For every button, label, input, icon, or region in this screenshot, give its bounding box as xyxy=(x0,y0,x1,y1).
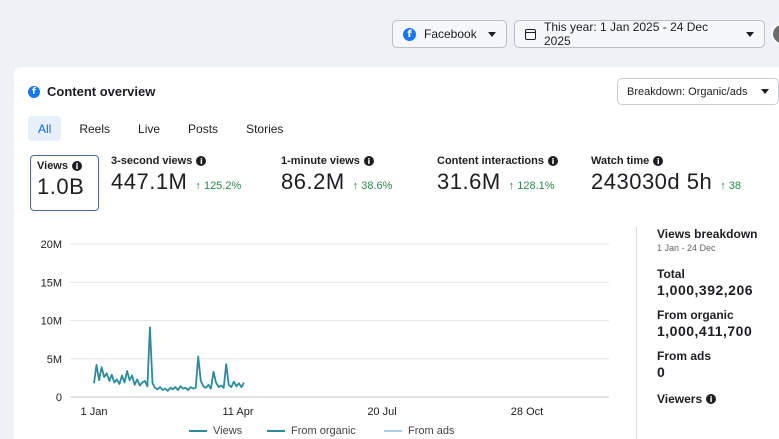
x-tick-label: 20 Jul xyxy=(367,406,396,418)
info-icon[interactable]: i xyxy=(363,156,374,166)
legend-item-organic[interactable]: From organic xyxy=(267,425,356,437)
metric-watch-delta: ↑ 38 xyxy=(720,180,742,192)
y-tick-label: 20M xyxy=(41,239,62,251)
metric-row: 31.6M ↑ 128.1% xyxy=(437,169,558,195)
metric-label: 1-minute views i xyxy=(281,155,392,167)
chevron-down-icon xyxy=(761,89,769,94)
metric-label: Views i xyxy=(37,160,92,172)
facebook-icon: f xyxy=(403,27,416,41)
metric-3s-delta: ↑ 125.2% xyxy=(195,180,242,192)
metric-views[interactable]: Views i 1.0B xyxy=(30,155,99,211)
breakdown-title: Views breakdown xyxy=(657,227,758,241)
legend-label: From ads xyxy=(408,425,455,437)
organic-label: From organic xyxy=(657,308,734,322)
metric-row: 1.0B xyxy=(37,174,92,200)
metric-views-value: 1.0B xyxy=(37,174,85,199)
metric-3-second-views[interactable]: 3-second views i 447.1M ↑ 125.2% xyxy=(111,155,241,195)
legend-swatch xyxy=(267,430,285,432)
metric-3s-label: 3-second views xyxy=(111,155,193,167)
top-bar: f Facebook This year: 1 Jan 2025 - 24 De… xyxy=(0,0,779,66)
content-tabs: All Reels Live Posts Stories xyxy=(28,116,301,141)
legend-item-ads[interactable]: From ads xyxy=(384,425,454,437)
y-tick-label: 5M xyxy=(47,354,62,366)
facebook-icon: f xyxy=(28,85,40,98)
chevron-down-icon xyxy=(488,31,496,37)
info-icon[interactable]: i xyxy=(706,394,717,404)
y-tick-label: 15M xyxy=(41,277,62,289)
metric-row: 243030d 5h ↑ 38 xyxy=(591,169,741,195)
ads-label: From ads xyxy=(657,349,712,363)
metric-watch-value: 243030d 5h xyxy=(591,169,713,194)
info-icon[interactable]: i xyxy=(547,156,558,166)
tab-all[interactable]: All xyxy=(28,116,62,141)
y-tick-label: 0 xyxy=(56,392,62,404)
tab-reels[interactable]: Reels xyxy=(79,121,111,136)
card-title: Content overview xyxy=(47,84,156,99)
metric-content-interactions[interactable]: Content interactions i 31.6M ↑ 128.1% xyxy=(437,155,558,195)
metric-interactions-label: Content interactions xyxy=(437,155,544,167)
metric-label: Watch time i xyxy=(591,155,741,167)
legend-swatch xyxy=(384,430,402,432)
metric-label: Content interactions i xyxy=(437,155,558,167)
tab-live[interactable]: Live xyxy=(138,121,161,136)
ads-value: 0 xyxy=(657,364,666,380)
metric-3s-value: 447.1M xyxy=(111,169,188,194)
viewers-heading: Viewers i xyxy=(657,392,779,406)
metric-row: 86.2M ↑ 38.6% xyxy=(281,169,392,195)
chevron-down-icon xyxy=(746,31,754,37)
tab-stories[interactable]: Stories xyxy=(246,121,284,136)
breakdown-label: Breakdown: Organic/ads xyxy=(627,85,748,98)
metric-interactions-delta: ↑ 128.1% xyxy=(508,180,555,192)
platform-selector[interactable]: f Facebook xyxy=(392,20,507,48)
metric-watch-label: Watch time xyxy=(591,155,650,167)
metric-label: 3-second views i xyxy=(111,155,241,167)
metric-row: 447.1M ↑ 125.2% xyxy=(111,169,241,195)
info-icon[interactable]: i xyxy=(196,156,207,166)
content-overview-card: f Content overview Breakdown: Organic/ad… xyxy=(14,67,779,439)
breakdown-date-range: 1 Jan - 24 Dec xyxy=(657,243,716,253)
info-icon[interactable]: i xyxy=(72,161,82,171)
avatar[interactable] xyxy=(771,23,779,45)
metric-1-minute-views[interactable]: 1-minute views i 86.2M ↑ 38.6% xyxy=(281,155,392,195)
metric-views-label: Views xyxy=(37,160,68,172)
date-range-label: This year: 1 Jan 2025 - 24 Dec 2025 xyxy=(544,20,709,48)
info-icon[interactable]: i xyxy=(653,156,664,166)
x-tick-label: 1 Jan xyxy=(81,406,108,418)
breakdown-dropdown[interactable]: Breakdown: Organic/ads xyxy=(617,78,779,105)
date-range-selector[interactable]: This year: 1 Jan 2025 - 24 Dec 2025 xyxy=(514,20,765,48)
views-breakdown-panel: Views breakdown 1 Jan - 24 Dec Total 1,0… xyxy=(657,227,779,406)
platform-label: Facebook xyxy=(424,27,477,41)
tab-posts[interactable]: Posts xyxy=(188,121,219,136)
x-tick-label: 28 Oct xyxy=(511,406,543,418)
card-header: f Content overview xyxy=(28,84,155,99)
total-value: 1,000,392,206 xyxy=(657,282,754,298)
metric-watch-time[interactable]: Watch time i 243030d 5h ↑ 38 xyxy=(591,155,741,195)
organic-value: 1,000,411,700 xyxy=(657,323,753,339)
metric-interactions-value: 31.6M xyxy=(437,169,501,194)
legend-label: Views xyxy=(213,425,243,437)
x-tick-label: 11 Apr xyxy=(223,406,254,418)
y-tick-label: 10M xyxy=(41,316,62,328)
total-label: Total xyxy=(657,267,685,281)
series-line-views[interactable] xyxy=(93,326,245,392)
metric-1m-value: 86.2M xyxy=(281,169,345,194)
legend-label: From organic xyxy=(291,425,356,437)
metric-1m-label: 1-minute views xyxy=(281,155,360,167)
viewers-label: Viewers xyxy=(657,392,703,406)
legend-swatch xyxy=(189,430,207,432)
calendar-icon xyxy=(525,28,536,40)
legend-item-views[interactable]: Views xyxy=(189,425,242,437)
views-line-chart: 20M 15M 10M 5M 0 1 Jan 11 Apr 20 Jul 28 Oct xyxy=(41,239,609,418)
metric-1m-delta: ↑ 38.6% xyxy=(352,180,393,192)
divider xyxy=(636,227,637,439)
